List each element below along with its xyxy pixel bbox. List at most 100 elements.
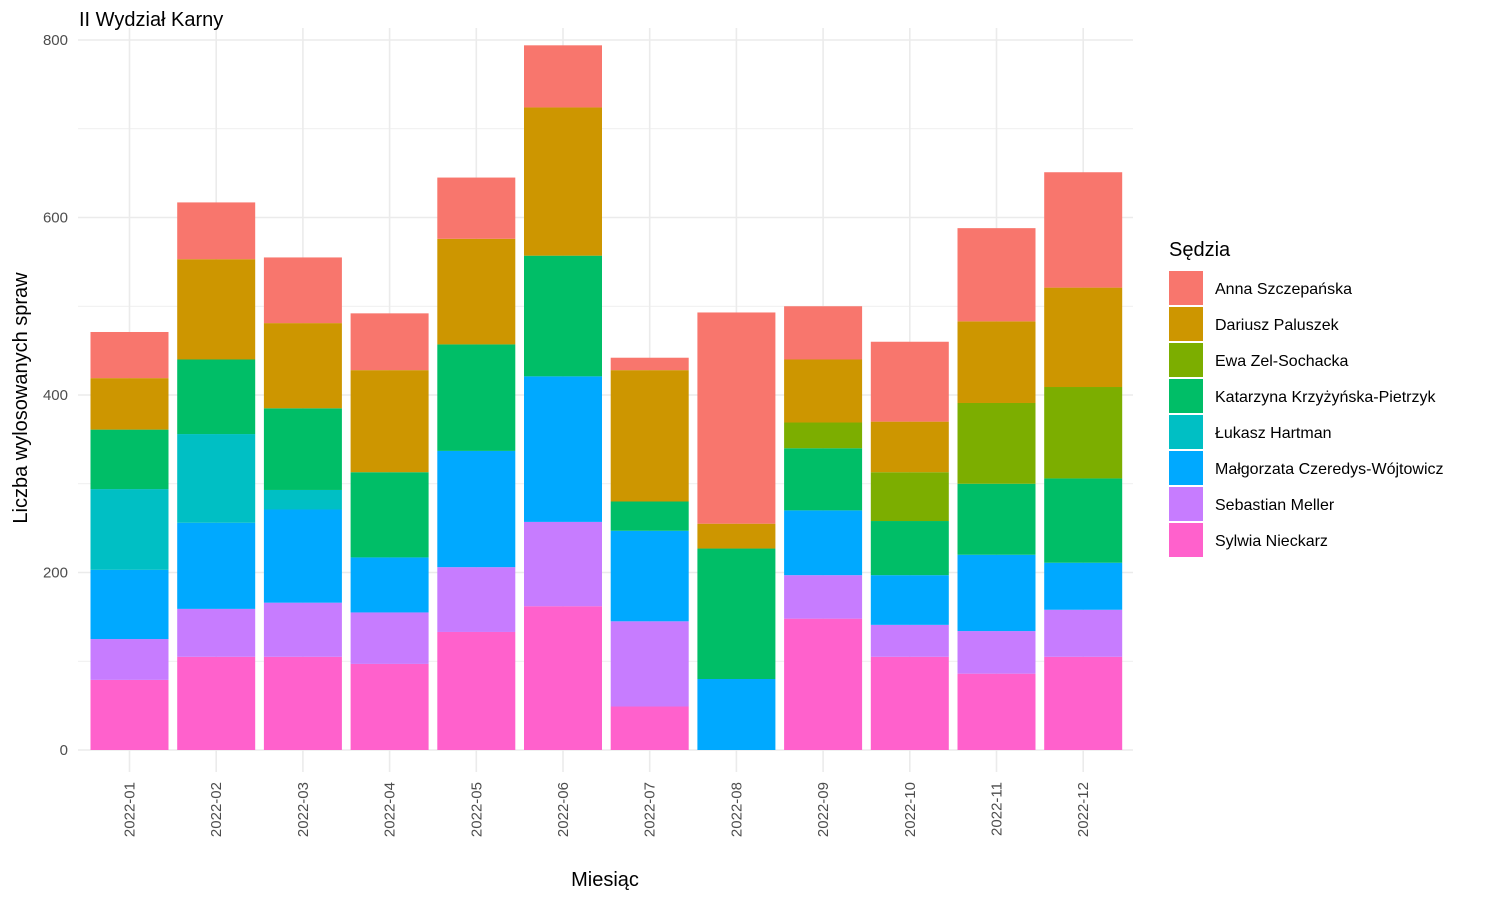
- chart-title: II Wydział Karny: [79, 9, 223, 31]
- y-tick-label: 400: [43, 387, 68, 404]
- legend-swatch: [1169, 451, 1203, 485]
- bar-segment: [870, 624, 949, 657]
- x-axis-tick-labels: 2022-01 2022-02 2022-03 2022-04 2022-05 2022-…: [122, 782, 1093, 837]
- bar-segment: [524, 107, 602, 256]
- y-axis-title: Liczba wylosowanych spraw: [10, 272, 32, 524]
- bar-segment: [957, 321, 1036, 403]
- legend-swatch: [1169, 523, 1203, 557]
- bar-segment: [263, 509, 342, 603]
- bar-segment: [697, 548, 776, 679]
- bar-segment: [524, 606, 602, 750]
- bar-segment: [957, 673, 1036, 750]
- bar-segment: [870, 341, 949, 422]
- bar-segment: [90, 679, 169, 750]
- x-axis-title: Miesiąc: [571, 869, 639, 891]
- bar-segment: [90, 429, 169, 490]
- x-tick-label: 2022-04: [382, 782, 399, 837]
- bar-segment: [437, 344, 516, 451]
- y-axis-tick-labels: 0 200 400 600 800: [43, 32, 68, 759]
- bar-segment: [610, 357, 689, 371]
- bar-segment: [437, 238, 516, 345]
- bar-segment: [263, 656, 342, 750]
- bar-segment: [90, 331, 169, 379]
- bar-segment: [784, 448, 863, 511]
- bar-segment: [437, 631, 516, 750]
- bar-segment: [1044, 656, 1123, 750]
- bar-segment: [957, 483, 1036, 555]
- legend-swatch: [1169, 379, 1203, 413]
- bar-segment: [437, 450, 516, 568]
- bar-segment: [263, 602, 342, 657]
- bar-segment: [610, 501, 689, 531]
- bar-segment: [957, 402, 1036, 484]
- bar-segment: [1044, 172, 1123, 288]
- legend-swatch: [1169, 487, 1203, 521]
- bar-segment: [263, 257, 342, 324]
- x-tick-label: 2022-09: [815, 782, 832, 837]
- bar-segment: [177, 359, 256, 435]
- bar-segment: [524, 45, 602, 108]
- x-tick-label: 2022-06: [555, 782, 572, 837]
- legend-label: Katarzyna Krzyżyńska-Pietrzyk: [1215, 389, 1437, 406]
- bar-segment: [350, 313, 429, 371]
- bar-segment: [90, 569, 169, 640]
- legend-label: Anna Szczepańska: [1215, 281, 1352, 298]
- x-tick-label: 2022-08: [728, 782, 745, 837]
- legend-swatch: [1169, 271, 1203, 305]
- bar-segment: [784, 575, 863, 619]
- bar-segment: [697, 312, 776, 524]
- bar-segment: [1044, 287, 1123, 388]
- legend: Sędzia Anna Szczepańska Dariusz Paluszek E…: [1169, 239, 1444, 557]
- bar-segment: [957, 554, 1036, 632]
- x-tick-label: 2022-02: [208, 782, 225, 837]
- x-tick-label: 2022-01: [122, 782, 139, 837]
- x-tick-label: 2022-11: [989, 782, 1006, 836]
- bar-segment: [177, 608, 256, 657]
- bar-segment: [263, 408, 342, 490]
- bar-segment: [610, 621, 689, 707]
- legend-label: Sylwia Nieckarz: [1215, 533, 1328, 550]
- bar-segment: [177, 522, 256, 609]
- bar-segment: [784, 510, 863, 576]
- bar-segment: [263, 323, 342, 409]
- legend-label: Ewa Zel-Sochacka: [1215, 353, 1348, 370]
- x-tick-label: 2022-12: [1075, 782, 1092, 837]
- legend-swatch: [1169, 307, 1203, 341]
- bar-segment: [870, 575, 949, 625]
- y-tick-label: 600: [43, 210, 68, 227]
- bar-segment: [524, 376, 602, 522]
- bar-segment: [1044, 478, 1123, 563]
- bar-segment: [870, 421, 949, 473]
- bar-segment: [350, 472, 429, 558]
- bar-segment: [350, 663, 429, 750]
- bar-segment: [350, 557, 429, 613]
- bar-segment: [784, 618, 863, 750]
- bar-segment: [870, 656, 949, 750]
- x-tick-label: 2022-03: [295, 782, 312, 837]
- legend-swatch: [1169, 415, 1203, 449]
- bar-segment: [177, 202, 256, 260]
- bars: [90, 45, 1123, 750]
- bar-segment: [957, 228, 1036, 322]
- bar-segment: [870, 472, 949, 522]
- bar-segment: [350, 370, 429, 473]
- bar-segment: [90, 378, 169, 430]
- legend-label: Małgorzata Czeredys-Wójtowicz: [1215, 461, 1444, 478]
- bar-segment: [610, 370, 689, 502]
- bar-segment: [524, 521, 602, 607]
- legend-label: Sebastian Meller: [1215, 497, 1335, 514]
- bar-segment: [437, 177, 516, 239]
- bar-segment: [1044, 387, 1123, 479]
- bar-segment: [177, 434, 256, 523]
- bar-segment: [524, 255, 602, 377]
- bar-segment: [870, 521, 949, 576]
- bar-segment: [90, 489, 169, 570]
- bar-segment: [784, 359, 863, 423]
- bar-segment: [1044, 562, 1123, 610]
- bar-segment: [957, 631, 1036, 674]
- y-tick-label: 800: [43, 32, 68, 49]
- bar-segment: [610, 530, 689, 622]
- y-tick-label: 200: [43, 565, 68, 582]
- bar-segment: [697, 679, 776, 750]
